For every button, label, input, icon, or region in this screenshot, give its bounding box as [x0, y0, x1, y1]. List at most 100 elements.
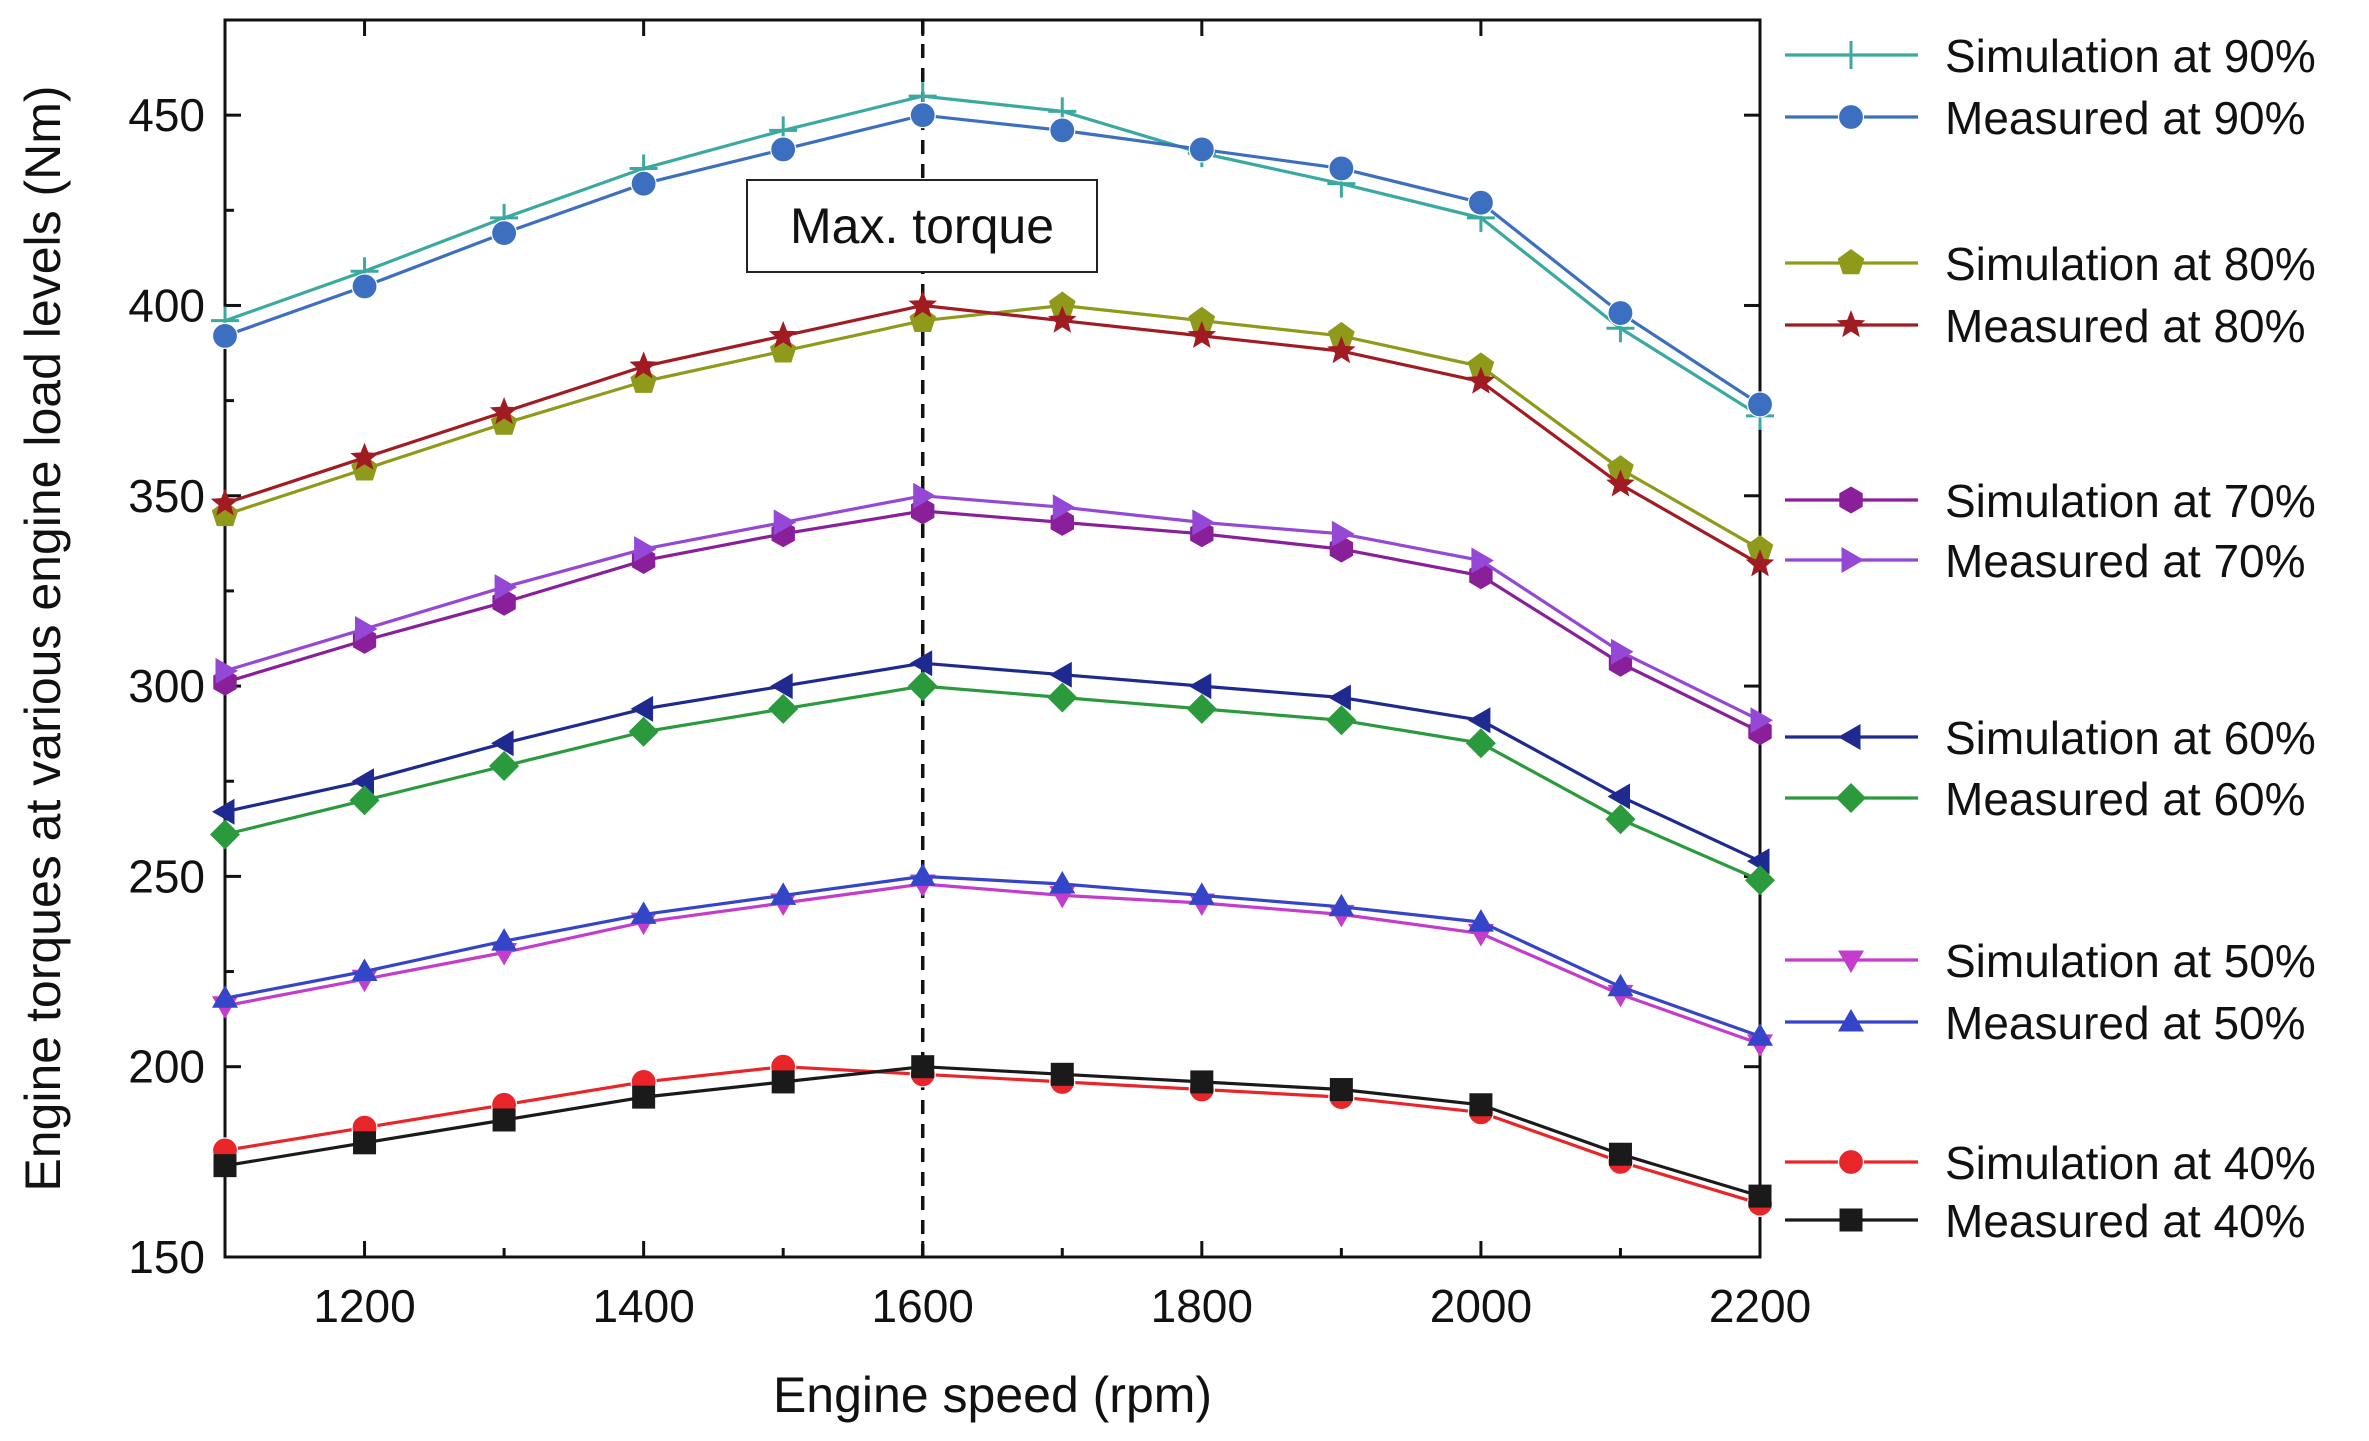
data-point [1049, 871, 1076, 894]
data-point [351, 768, 374, 795]
data-point [211, 500, 239, 527]
data-point [907, 671, 938, 702]
legend-label: Measured at 40% [1945, 1195, 2306, 1247]
data-point [773, 509, 797, 536]
series-line [224, 661, 1761, 863]
legend-label: Simulation at 40% [1945, 1137, 2316, 1189]
y-tick-label: 150 [128, 1231, 205, 1283]
data-point [1467, 909, 1494, 932]
legend-label: Simulation at 70% [1945, 475, 2316, 527]
data-point [768, 693, 799, 724]
data-point [768, 320, 798, 348]
legend-marker [1838, 950, 1864, 973]
data-point [628, 716, 659, 747]
annotation-group: Max. torque [746, 179, 1098, 273]
data-point [212, 985, 238, 1008]
y-tick-label: 200 [128, 1041, 205, 1093]
data-point [489, 751, 520, 781]
data-point [489, 397, 519, 425]
data-point [1611, 638, 1634, 665]
x-tick-label: 1800 [1151, 1280, 1253, 1332]
plot-frame-group [223, 18, 1762, 1259]
data-point [1747, 1023, 1773, 1046]
series-12 [213, 1055, 1772, 1208]
data-point [353, 1131, 377, 1155]
legend-marker [1837, 1148, 1865, 1176]
data-point [1607, 299, 1634, 327]
y-tick-label: 350 [128, 470, 205, 522]
plot-frame [223, 18, 1762, 1259]
legend-entry: Measured at 40% [1785, 1195, 2306, 1247]
data-point [490, 220, 518, 247]
legend-marker [1836, 783, 1866, 813]
legend-marker [1839, 1208, 1863, 1232]
data-point [1328, 893, 1355, 917]
data-point [212, 798, 235, 825]
series-6 [215, 482, 1773, 734]
data-point [771, 1070, 795, 1094]
legend-label: Measured at 60% [1945, 773, 2306, 825]
data-point [909, 102, 936, 129]
data-point [632, 1085, 656, 1109]
series-8 [210, 671, 1775, 896]
series-group [210, 82, 1775, 1217]
data-point [1049, 661, 1072, 688]
data-point [1606, 469, 1635, 497]
data-point [211, 322, 239, 350]
legend-label: Measured at 80% [1945, 300, 2306, 352]
data-point [1192, 509, 1215, 536]
data-point [210, 819, 240, 850]
data-point [1745, 549, 1775, 577]
data-point [909, 863, 936, 886]
data-point [491, 730, 514, 757]
legend-marker [1838, 1009, 1864, 1032]
series-4 [210, 290, 1775, 577]
data-point [1328, 155, 1355, 182]
legend-label: Simulation at 90% [1945, 30, 2316, 82]
legend-label: Measured at 90% [1945, 92, 2306, 144]
legend-label: Simulation at 60% [1945, 712, 2316, 764]
series-line [224, 303, 1761, 566]
legend-marker [1837, 103, 1865, 131]
max-torque-annotation: Max. torque [790, 198, 1054, 254]
data-point [908, 290, 937, 318]
y-tick-label: 250 [128, 850, 205, 902]
data-point [1047, 682, 1078, 713]
max-torque-annotation-box [746, 179, 1098, 273]
data-point [629, 351, 658, 379]
data-point [630, 695, 654, 722]
data-point [1186, 693, 1217, 724]
data-point [1331, 520, 1355, 547]
data-point [355, 616, 378, 642]
data-point [213, 1154, 237, 1178]
y-tick-label: 400 [128, 279, 205, 331]
x-tick-label: 1400 [592, 1280, 694, 1332]
series-1 [211, 82, 1774, 430]
data-point [630, 901, 657, 924]
data-point [349, 785, 380, 816]
y-tick-label: 300 [128, 660, 205, 712]
legend-entry: Simulation at 50% [1785, 935, 2316, 987]
data-point [494, 574, 518, 601]
series-line [224, 874, 1761, 1038]
data-point [1746, 391, 1774, 418]
data-point [1467, 352, 1495, 378]
data-point [1048, 305, 1077, 333]
x-tick-label: 1600 [872, 1280, 974, 1332]
legend-entry: Measured at 70% [1785, 535, 2306, 587]
legend-label: Measured at 50% [1945, 997, 2306, 1049]
data-point [1188, 673, 1212, 700]
legend-marker [1838, 724, 1861, 750]
data-point [1328, 684, 1351, 711]
data-point [1465, 728, 1496, 759]
series-11 [211, 1053, 1774, 1217]
legend-entry: Simulation at 80% [1785, 238, 2316, 290]
data-point [1607, 973, 1634, 997]
legend-entry: Simulation at 70% [1785, 475, 2316, 527]
series-line [224, 684, 1761, 882]
legend-marker [1836, 310, 1866, 338]
legend-entry: Measured at 60% [1785, 773, 2306, 825]
data-point [634, 536, 657, 562]
data-point [492, 1108, 516, 1132]
data-point [770, 673, 793, 700]
